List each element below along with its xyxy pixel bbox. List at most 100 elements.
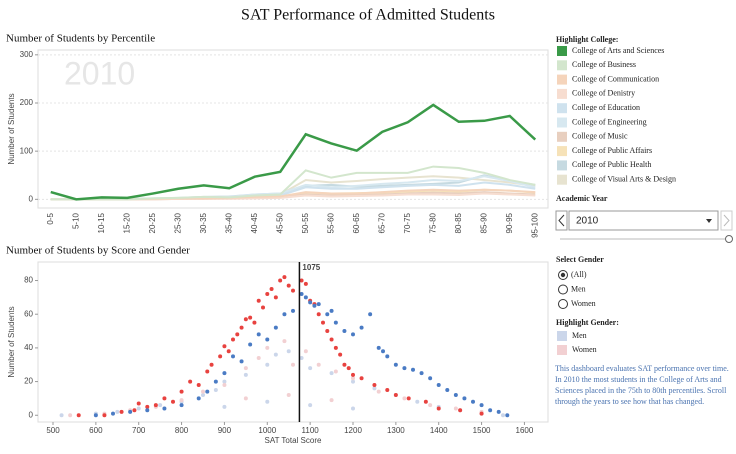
radio-label: Men [571, 284, 586, 293]
scatter-point [351, 379, 355, 384]
scatter-point [201, 389, 205, 394]
scatter-point [303, 349, 308, 354]
x-tick-label: 500 [46, 426, 60, 435]
scatter-point [179, 398, 184, 403]
scatter-point [222, 404, 227, 409]
x-tick-label: 80-85 [454, 212, 463, 233]
scatter-point [273, 295, 278, 300]
x-tick-label: 90-95 [505, 212, 514, 233]
legend-swatch [557, 88, 567, 99]
scatter-point [436, 406, 441, 411]
scatter-point [342, 329, 347, 334]
scatter-point [218, 354, 223, 359]
scatter-point [248, 315, 253, 320]
legend-label: College of Visual Arts & Design [572, 175, 676, 184]
scatter-point [136, 406, 141, 411]
scatter-point [102, 413, 107, 418]
x-tick-label: 30-35 [199, 212, 208, 233]
scatter-point [423, 399, 428, 404]
prev-button[interactable] [555, 210, 568, 231]
scatter-point [385, 388, 390, 392]
scatter-point [205, 369, 210, 374]
scatter-point [256, 332, 261, 337]
year-slider-knob[interactable] [725, 235, 733, 243]
scatter-point [303, 295, 308, 300]
scatter-point [393, 393, 398, 398]
scatter-point [243, 372, 248, 377]
plot-border [37, 261, 549, 423]
scatter-point [119, 409, 124, 414]
scatter-point [231, 354, 235, 359]
radio-label: (All) [571, 270, 587, 279]
scatter-point [393, 362, 398, 367]
x-tick-label: 60-65 [352, 212, 361, 233]
scatter-point [145, 404, 150, 409]
legend-swatch [557, 117, 567, 128]
y-tick-label: 40 [24, 343, 33, 352]
scatter-point [329, 371, 334, 376]
x-tick-label: 1000 [258, 426, 276, 435]
x-tick-label: 1400 [430, 426, 448, 435]
x-tick-label: 20-25 [148, 212, 157, 233]
scatter-point [265, 399, 270, 404]
scatter-point [325, 312, 330, 317]
scatter-point [303, 281, 308, 286]
chart-subtitle: Number of Students by Percentile [6, 33, 155, 45]
radio-button[interactable] [558, 299, 568, 309]
scatter-point [479, 411, 484, 416]
scatter-point [329, 337, 334, 342]
scatter-point [333, 320, 338, 325]
scatter-point [325, 329, 330, 334]
scatter-point [458, 408, 463, 413]
radio-button[interactable] [558, 284, 568, 295]
x-tick-label: 55-60 [326, 212, 335, 233]
scatter-point [222, 371, 227, 376]
scatter-point [153, 403, 158, 408]
scatter-point [265, 292, 270, 296]
scatter-point [351, 376, 355, 381]
y-tick-label: 200 [20, 98, 34, 107]
x-tick-label: 800 [175, 426, 189, 435]
x-tick-label: 70-75 [403, 212, 412, 233]
scatter-point [115, 409, 120, 414]
legend-swatch [557, 160, 567, 171]
radio-dot [560, 272, 566, 278]
legend-label: Women [572, 345, 597, 354]
x-tick-label: 65-70 [377, 212, 386, 233]
scatter-point [179, 389, 184, 394]
scatter-point [316, 302, 321, 307]
scatter-point [128, 409, 133, 414]
dropdown-arrow [706, 219, 712, 223]
scatter-point [308, 366, 313, 371]
legend-label: College of Communication [572, 74, 659, 83]
scatter-point [291, 288, 295, 293]
year-dropdown[interactable] [568, 210, 719, 231]
scatter-point [406, 396, 411, 401]
legend-label: College of Public Affairs [572, 146, 652, 155]
y-tick-label: 300 [20, 50, 34, 59]
legend-title: Highlight Gender: [556, 318, 619, 327]
scatter-point [59, 413, 64, 418]
description: This dashboard evaluates SAT performance… [555, 364, 729, 406]
scatter-point [282, 339, 287, 344]
scatter-point [428, 376, 433, 381]
legend-label: College of Denistry [572, 89, 635, 98]
scatter-point [505, 413, 510, 418]
scatter-point [256, 356, 261, 360]
scatter-point [291, 308, 295, 313]
legend-swatch [557, 331, 567, 341]
scatter-point [436, 382, 441, 387]
scatter-point [346, 366, 351, 371]
scatter-point [269, 286, 274, 291]
scatter-point [299, 292, 304, 296]
next-icon [723, 214, 730, 227]
x-tick-label: 45-50 [275, 212, 284, 233]
scatter-point [162, 396, 167, 401]
x-tick-label: 1300 [387, 426, 405, 435]
scatter-point [239, 325, 244, 330]
next-button[interactable] [720, 210, 733, 231]
scatter-point [351, 332, 355, 337]
scatter-point [265, 337, 270, 342]
x-tick-label: 700 [132, 426, 146, 435]
